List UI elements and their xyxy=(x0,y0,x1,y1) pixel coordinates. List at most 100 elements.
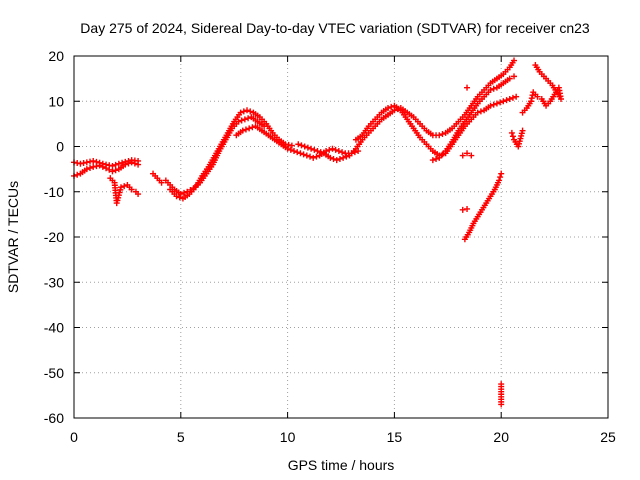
axis-ticks: -60 -50 -40 -30 -20 -10 0 10 20 0 5 10 15 20 25 xyxy=(44,48,616,445)
data-point xyxy=(109,162,116,169)
data-point xyxy=(343,153,350,160)
data-point xyxy=(241,116,248,123)
data-point xyxy=(99,160,106,167)
data-point xyxy=(287,146,294,153)
data-point xyxy=(119,159,126,166)
data-point xyxy=(530,89,537,96)
data-point xyxy=(496,177,503,184)
data-point xyxy=(474,109,481,116)
data-point xyxy=(109,168,116,175)
y-tick-label: 20 xyxy=(48,48,64,64)
data-point xyxy=(333,157,340,164)
data-point xyxy=(246,125,253,132)
data-point xyxy=(244,107,251,114)
data-point xyxy=(83,166,90,173)
data-point xyxy=(511,73,518,80)
data-point xyxy=(519,127,526,134)
data-point xyxy=(339,149,346,156)
data-point xyxy=(503,97,510,104)
data-point xyxy=(490,101,497,108)
data-point xyxy=(508,129,515,136)
data-point xyxy=(388,103,395,110)
y-tick-label: 0 xyxy=(56,139,64,155)
data-point xyxy=(511,57,518,64)
data-point xyxy=(90,157,97,164)
data-point xyxy=(429,157,436,164)
data-point xyxy=(314,148,321,155)
data-point xyxy=(300,151,307,158)
x-tick-label: 10 xyxy=(280,429,296,445)
data-point xyxy=(464,150,471,157)
data-point xyxy=(329,145,336,152)
data-point xyxy=(308,145,315,152)
data-point xyxy=(327,154,334,161)
data-point xyxy=(112,161,119,168)
data-point xyxy=(439,151,446,158)
data-point xyxy=(121,183,128,190)
y-axis-label: SDTVAR / TECUs xyxy=(5,181,21,293)
data-point xyxy=(340,154,347,161)
data-point xyxy=(459,206,466,213)
data-point xyxy=(135,191,142,198)
data-point xyxy=(487,102,494,109)
data-point xyxy=(128,186,135,193)
data-point xyxy=(298,142,305,149)
data-point xyxy=(326,146,333,153)
data-point xyxy=(490,85,497,92)
y-tick-label: -30 xyxy=(44,274,64,290)
y-tick-label: -20 xyxy=(44,229,64,245)
data-point xyxy=(459,152,466,159)
data-point xyxy=(304,144,311,151)
data-point xyxy=(297,150,304,157)
y-tick-label: -60 xyxy=(44,410,64,426)
data-point xyxy=(87,164,94,171)
data-point xyxy=(294,149,301,156)
data-point xyxy=(332,146,339,153)
data-point xyxy=(288,142,295,149)
data-points xyxy=(71,57,565,408)
x-tick-label: 5 xyxy=(177,429,185,445)
data-point xyxy=(158,179,165,186)
data-point xyxy=(177,191,184,198)
data-point xyxy=(93,158,100,165)
data-point xyxy=(439,131,446,138)
data-point xyxy=(74,171,81,178)
data-point xyxy=(487,86,494,93)
data-point xyxy=(303,152,310,159)
data-point xyxy=(498,401,505,408)
data-point xyxy=(330,155,337,162)
data-point xyxy=(436,132,443,139)
data-point xyxy=(311,146,318,153)
data-point xyxy=(313,153,320,160)
x-tick-label: 20 xyxy=(493,429,509,445)
data-point xyxy=(176,194,183,201)
data-point xyxy=(506,75,513,82)
x-tick-label: 15 xyxy=(387,429,403,445)
data-point xyxy=(538,95,545,102)
grid xyxy=(74,56,608,418)
data-point xyxy=(468,152,475,159)
data-point xyxy=(317,149,324,156)
data-point xyxy=(307,153,314,160)
data-point xyxy=(115,160,122,167)
data-point xyxy=(96,159,103,166)
data-point xyxy=(135,157,142,164)
data-point xyxy=(500,98,507,105)
data-point xyxy=(497,99,504,106)
data-point xyxy=(506,95,513,102)
data-point xyxy=(301,143,308,150)
data-point xyxy=(240,108,247,115)
data-point xyxy=(509,94,516,101)
data-point xyxy=(181,189,188,196)
chart-title: Day 275 of 2024, Sidereal Day-to-day VTE… xyxy=(80,20,590,36)
y-tick-label: -40 xyxy=(44,320,64,336)
x-tick-label: 25 xyxy=(600,429,616,445)
data-point xyxy=(509,133,516,140)
data-point xyxy=(493,100,500,107)
data-point xyxy=(433,155,440,162)
data-point xyxy=(117,184,124,191)
data-point xyxy=(291,148,298,155)
data-point xyxy=(528,95,535,102)
data-point xyxy=(464,205,471,212)
